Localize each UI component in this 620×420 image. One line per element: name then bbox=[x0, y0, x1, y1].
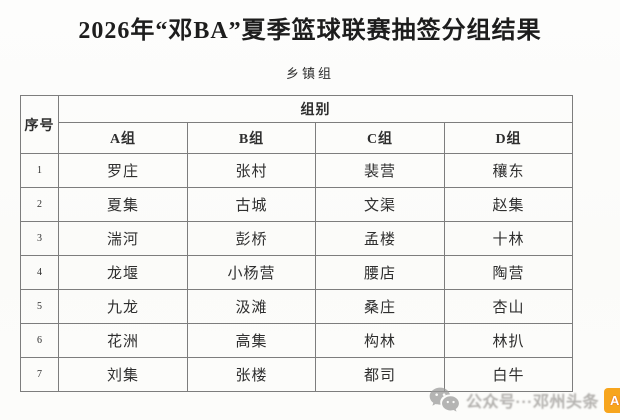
cell-group-d: 杏山 bbox=[444, 289, 573, 324]
row-index: 6 bbox=[20, 323, 59, 358]
header-group-b: B组 bbox=[187, 122, 316, 154]
cell-group-b: 彭桥 bbox=[187, 221, 316, 256]
row-index: 1 bbox=[20, 153, 59, 188]
cell-group-d: 陶营 bbox=[444, 255, 573, 290]
cell-group-b: 高集 bbox=[187, 323, 316, 358]
table-row: 4 龙堰 小杨营 腰店 陶营 bbox=[20, 255, 573, 290]
table-row: 6 花洲 高集 构林 林扒 bbox=[20, 323, 573, 358]
header-group-d: D组 bbox=[444, 122, 573, 154]
cell-group-c: 都司 bbox=[315, 357, 445, 392]
cell-group-c: 孟楼 bbox=[315, 221, 445, 256]
header-row-subgroups: A组 B组 C组 D组 bbox=[21, 122, 573, 154]
cell-group-c: 构林 bbox=[315, 323, 445, 358]
row-index: 2 bbox=[20, 187, 59, 222]
cell-group-d: 赵集 bbox=[444, 187, 573, 222]
wechat-icon bbox=[429, 387, 459, 412]
table-row: 1 罗庄 张村 裴营 穰东 bbox=[20, 153, 573, 188]
cell-group-c: 桑庄 bbox=[315, 289, 445, 324]
cell-group-b: 张楼 bbox=[187, 357, 316, 392]
row-index: 5 bbox=[20, 289, 59, 324]
page-subtitle: 乡镇组 bbox=[285, 66, 334, 81]
row-index: 3 bbox=[20, 221, 59, 256]
table-row: 7 刘集 张楼 都司 白牛 bbox=[20, 357, 573, 392]
wechat-watermark: 公众号···邓州头条 AP bbox=[428, 384, 620, 416]
cell-group-a: 湍河 bbox=[58, 221, 188, 256]
cell-group-c: 腰店 bbox=[315, 255, 445, 290]
cell-group-a: 罗庄 bbox=[58, 153, 188, 188]
header-group-span: 组别 bbox=[58, 95, 573, 123]
cell-group-d: 白牛 bbox=[444, 357, 573, 392]
cell-group-b: 小杨营 bbox=[187, 255, 316, 290]
header-row-group: 序号 组别 bbox=[20, 95, 573, 154]
header-group-a: A组 bbox=[58, 122, 188, 154]
header-group-c: C组 bbox=[315, 122, 445, 154]
table-row: 2 夏集 古城 文渠 赵集 bbox=[20, 187, 573, 222]
cell-group-a: 刘集 bbox=[58, 357, 188, 392]
row-index: 7 bbox=[20, 357, 59, 392]
cell-group-b: 张村 bbox=[187, 153, 316, 188]
cell-group-d: 穰东 bbox=[444, 153, 573, 188]
table-row: 3 湍河 彭桥 孟楼 十林 bbox=[20, 221, 573, 256]
cell-group-a: 夏集 bbox=[58, 187, 188, 222]
cell-group-c: 裴营 bbox=[315, 153, 445, 188]
cell-group-a: 九龙 bbox=[58, 289, 188, 324]
header-index-col: 序号 bbox=[20, 95, 59, 154]
page-title: 2026年“邓BA”夏季篮球联赛抽签分组结果 bbox=[78, 18, 542, 44]
cell-group-a: 花洲 bbox=[58, 323, 188, 358]
row-index: 4 bbox=[20, 255, 59, 290]
cell-group-d: 十林 bbox=[444, 221, 573, 256]
grouping-table: 序号 组别 A组 B组 C组 D组 1 罗庄 张村 裴营 穰东 2 夏集 古城 … bbox=[20, 95, 573, 392]
cell-group-c: 文渠 bbox=[315, 187, 445, 222]
cell-group-a: 龙堰 bbox=[58, 255, 188, 290]
watermark-badge: AP bbox=[604, 387, 620, 413]
cell-group-b: 汲滩 bbox=[187, 289, 316, 324]
table-row: 5 九龙 汲滩 桑庄 杏山 bbox=[20, 289, 573, 324]
cell-group-b: 古城 bbox=[187, 187, 316, 222]
cell-group-d: 林扒 bbox=[444, 323, 573, 358]
watermark-text: 公众号···邓州头条 bbox=[466, 394, 599, 411]
